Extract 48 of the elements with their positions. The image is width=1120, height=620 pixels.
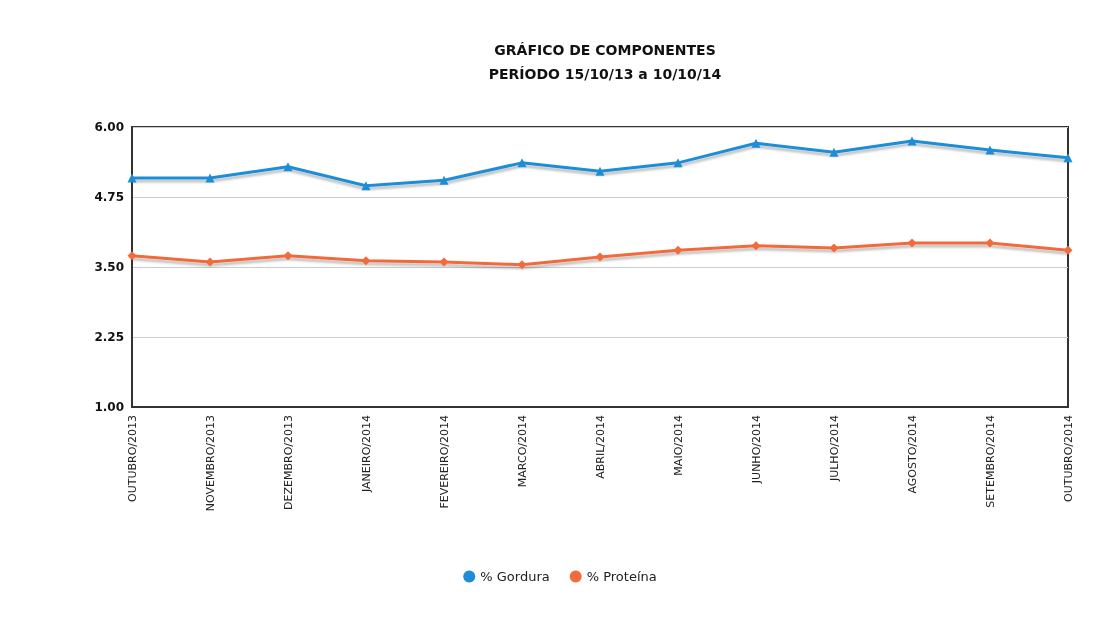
point <box>1063 153 1073 163</box>
x-tick-label: JULHO/2014 <box>827 415 841 483</box>
chart-title: GRÁFICO DE COMPONENTES <box>494 42 716 58</box>
point <box>283 162 293 172</box>
point <box>595 166 605 176</box>
y-tick-label: 2.25 <box>94 330 124 344</box>
point <box>205 173 215 183</box>
x-tick-label: OUTUBRO/2013 <box>125 415 139 503</box>
point <box>439 175 449 185</box>
chart-subtitle: PERÍODO 15/10/13 a 10/10/14 <box>488 66 722 82</box>
point <box>595 252 605 262</box>
point <box>751 241 761 251</box>
point <box>205 257 215 267</box>
x-tick-label: NOVEMBRO/2013 <box>203 415 217 512</box>
x-tick-label: JUNHO/2014 <box>749 415 763 485</box>
x-tick-label: AGOSTO/2014 <box>905 415 919 494</box>
x-tick-label: ABRIL/2014 <box>593 415 607 479</box>
x-tick-label: SETEMBRO/2014 <box>983 415 997 508</box>
x-tick-label: FEVEREIRO/2014 <box>437 415 451 509</box>
x-tick-label: MAIO/2014 <box>671 415 685 476</box>
point <box>985 238 995 248</box>
y-tick-label: 1.00 <box>94 400 124 414</box>
legend-label: % Gordura <box>480 569 550 584</box>
x-tick-label: JANEIRO/2014 <box>359 415 373 493</box>
y-tick-label: 4.75 <box>94 190 124 204</box>
point <box>673 158 683 168</box>
point <box>751 138 761 148</box>
point <box>361 181 371 191</box>
point <box>673 245 683 255</box>
point <box>829 147 839 157</box>
point <box>127 173 137 183</box>
point <box>361 256 371 266</box>
point <box>985 145 995 155</box>
x-tick-label: DEZEMBRO/2013 <box>281 415 295 510</box>
point <box>517 158 527 168</box>
legend-label: % Proteína <box>586 569 657 584</box>
point <box>517 260 527 270</box>
point <box>1063 245 1073 255</box>
point <box>907 136 917 146</box>
point <box>127 251 137 261</box>
x-tick-label: OUTUBRO/2014 <box>1061 415 1075 503</box>
point <box>907 238 917 248</box>
point <box>439 257 449 267</box>
x-tick-label: MARCO/2014 <box>515 415 529 488</box>
point <box>283 251 293 261</box>
y-tick-label: 6.00 <box>94 120 124 134</box>
point <box>829 243 839 253</box>
y-tick-label: 3.50 <box>94 260 124 274</box>
